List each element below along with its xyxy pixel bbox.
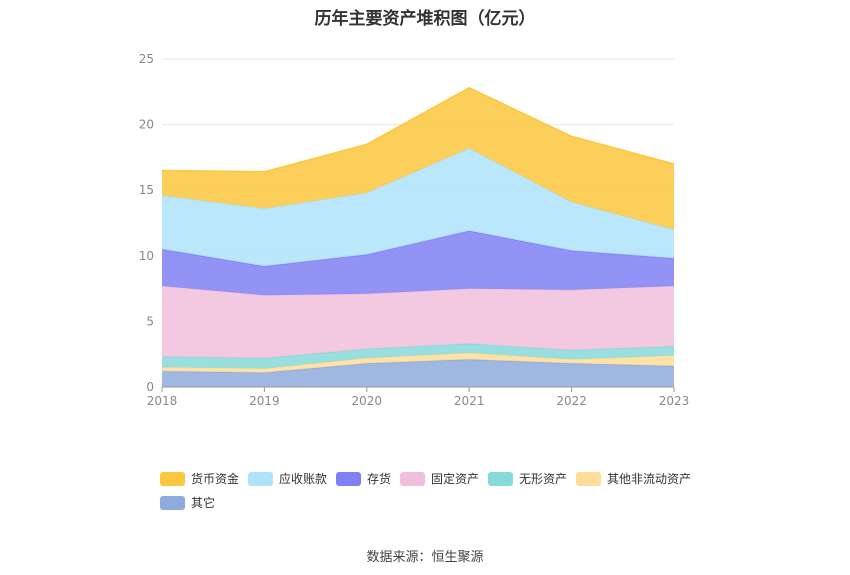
legend-swatch [576,471,601,486]
area-series-3[interactable] [162,286,674,359]
y-tick-label: 15 [139,183,154,197]
x-tick-label: 2021 [454,394,485,408]
area-series-2[interactable] [162,343,674,369]
area-series-line-6 [161,87,675,173]
legend-swatch [488,471,513,486]
x-tick-label: 2020 [352,394,383,408]
x-tick-label: 2019 [249,394,280,408]
y-tick-label: 25 [139,52,154,66]
y-tick-label: 5 [146,314,154,328]
legend-swatch [400,471,425,486]
legend-swatch [336,471,361,486]
legend-item[interactable]: 应收账款 [248,470,327,487]
legend-label: 固定资产 [431,472,480,486]
data-source: 数据来源：恒生聚源 [366,550,484,565]
legend-item[interactable]: 其他非流动资产 [576,470,691,487]
area-series-0[interactable] [162,359,674,387]
legend-item[interactable]: 存货 [336,470,391,487]
legend-item[interactable]: 其它 [160,494,215,511]
y-tick-label: 20 [139,118,154,132]
x-tick-label: 2023 [659,394,690,408]
legend-label: 其他非流动资产 [607,472,692,486]
x-tick-label: 2022 [556,394,587,408]
legend-label: 应收账款 [279,472,328,486]
legend-swatch [248,471,273,486]
legend-swatch [160,471,185,486]
legend-item[interactable]: 固定资产 [400,470,479,487]
area-series-4[interactable] [162,230,674,296]
area-series-5[interactable] [162,148,674,267]
legend-item[interactable]: 无形资产 [488,470,567,487]
legend-item[interactable]: 货币资金 [160,470,239,487]
legend-label: 货币资金 [191,472,240,486]
legend-swatch [160,495,185,510]
chart-title: 历年主要资产堆积图（亿元） [314,9,536,29]
legend-label: 存货 [367,472,392,486]
y-tick-label: 10 [139,249,154,263]
legend-label: 无形资产 [519,472,568,486]
x-tick-label: 2018 [147,394,178,408]
y-tick-label: 0 [146,380,154,394]
area-series-6[interactable] [162,87,674,230]
legend-label: 其它 [191,496,216,510]
